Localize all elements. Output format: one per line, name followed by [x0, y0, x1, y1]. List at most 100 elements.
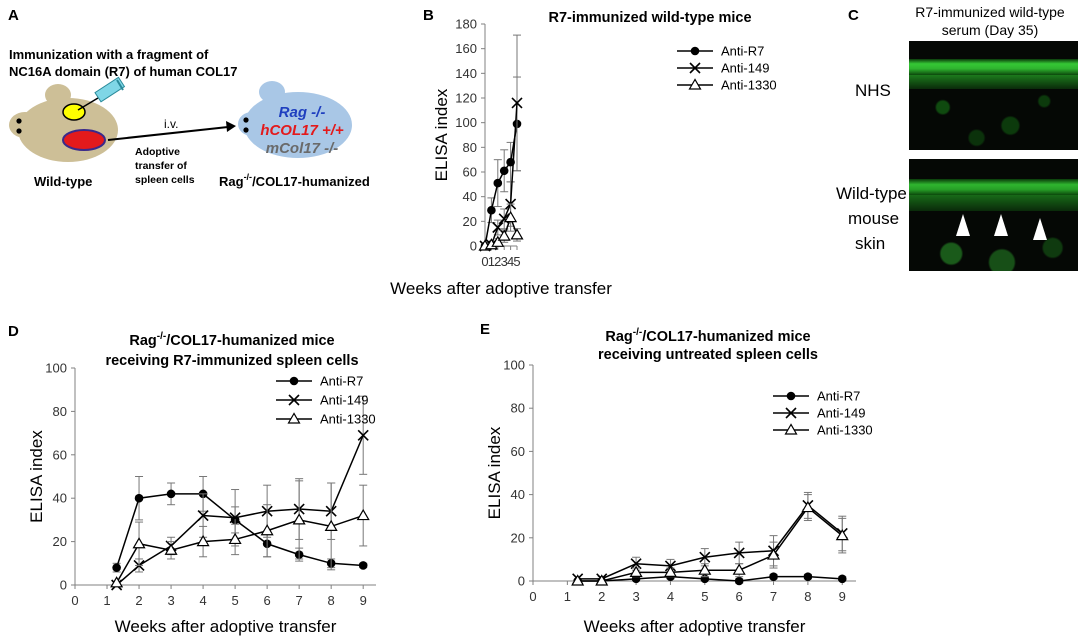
- x-tick-label: 9: [839, 589, 846, 604]
- series-line: [115, 514, 364, 584]
- panel-letter: E: [480, 321, 490, 338]
- data-point-circle: [786, 391, 796, 401]
- data-point-circle: [690, 46, 700, 56]
- data-point-circle: [358, 561, 368, 570]
- data-point-circle: [487, 205, 496, 215]
- data-point-x: [229, 512, 241, 524]
- hcol17-genotype: hCOL17 +/+: [260, 122, 344, 139]
- y-tick-label: 100: [45, 361, 67, 376]
- x-tick-label: 2: [135, 593, 142, 608]
- legend-label: Anti-149: [320, 393, 368, 408]
- x-tick-label: 3: [167, 593, 174, 608]
- data-point-x: [689, 62, 701, 74]
- x-tick-label: 5: [701, 589, 708, 604]
- data-point-triangle: [110, 576, 124, 588]
- adoptive-text-line3: spleen cells: [135, 174, 195, 186]
- y-tick-label: 20: [511, 530, 525, 545]
- title-segment: /COL17-humanized mice: [166, 333, 334, 349]
- data-point-triangle: [732, 563, 746, 575]
- data-point-triangle: [784, 423, 798, 435]
- x-axis-label: Weeks after adoptive transfer: [115, 617, 337, 636]
- iv-label: i.v.: [164, 117, 178, 131]
- x-tick-label: 4: [667, 589, 674, 604]
- panel-c-title-line2: serum (Day 35): [942, 22, 1038, 38]
- y-tick-label: 80: [511, 401, 525, 416]
- data-point-circle: [166, 489, 176, 499]
- data-point-triangle: [801, 500, 815, 513]
- data-point-triangle: [260, 524, 274, 536]
- wildtype-mouse-illustration: [9, 76, 126, 162]
- x-tick-label: 0: [71, 593, 78, 608]
- legend-item: Anti-1330: [276, 412, 376, 427]
- mcol17-genotype: mCol17 -/-: [266, 140, 339, 157]
- data-point-x-stroke: [288, 394, 300, 406]
- x-tick-label: 3: [501, 254, 508, 269]
- y-tick-label: 100: [455, 115, 477, 130]
- data-point-triangle: [491, 235, 505, 247]
- legend-label: Anti-R7: [721, 44, 764, 59]
- x-tick-label: 0: [529, 589, 536, 604]
- data-point-x: [699, 551, 711, 563]
- adoptive-text-line2: transfer of: [135, 160, 187, 172]
- data-point-triangle: [164, 543, 178, 555]
- arrowhead-marker-3: [1033, 218, 1047, 240]
- chart-title-line: receiving R7-immunized spleen cells: [105, 353, 358, 369]
- title-segment: /COL17-humanized mice: [642, 329, 810, 345]
- legend-item: Anti-1330: [677, 78, 777, 93]
- y-tick-label: 120: [455, 91, 477, 106]
- y-tick-label: 40: [463, 189, 477, 204]
- y-axis-label: ELISA index: [27, 430, 46, 523]
- data-point-x: [511, 97, 523, 109]
- data-point-circle: [803, 572, 813, 581]
- panel-letter: B: [423, 7, 434, 24]
- x-tick-label: 0: [481, 254, 488, 269]
- data-point-x-stroke: [492, 221, 504, 234]
- y-tick-label: 20: [53, 534, 67, 549]
- data-point-triangle: [324, 519, 338, 532]
- data-point-triangle: [228, 532, 242, 545]
- y-tick-label: 60: [53, 447, 67, 462]
- data-point-triangle: [595, 574, 609, 586]
- y-tick-label: 0: [470, 239, 477, 254]
- y-tick-label: 0: [60, 578, 67, 593]
- arrowhead-marker-1: [956, 214, 970, 236]
- chart-title-line: receiving untreated spleen cells: [598, 347, 818, 363]
- data-point-x-stroke: [357, 429, 369, 441]
- data-point-circle: [734, 576, 744, 586]
- x-axis-label: Weeks after adoptive transfer: [584, 617, 806, 636]
- series-anti-1330: [478, 203, 524, 251]
- x-axis-label: Weeks after adoptive transfer: [390, 279, 612, 298]
- title-segment: Rag: [129, 333, 156, 349]
- humanized-label: Rag-/-/COL17-humanized: [219, 172, 370, 189]
- data-point-x-stroke: [630, 558, 642, 570]
- legend-item: Anti-R7: [276, 374, 363, 389]
- data-point-circle: [837, 574, 847, 584]
- x-tick-label: 9: [360, 593, 367, 608]
- data-point-triangle: [698, 563, 712, 575]
- x-tick-label: 3: [632, 589, 639, 604]
- chart-d: D Rag-/-/COL17-humanized mice receiving R7…: [8, 323, 376, 636]
- y-tick-label: 40: [53, 491, 67, 506]
- series-anti-149: [479, 34, 523, 252]
- y-tick-label: 0: [518, 574, 525, 589]
- legend-item: Anti-R7: [773, 389, 860, 404]
- data-point-x: [197, 509, 209, 522]
- y-axis-label: ELISA index: [485, 426, 504, 519]
- legend-item: Anti-R7: [677, 44, 764, 59]
- chart-title-line: Rag-/-/COL17-humanized mice: [605, 327, 810, 345]
- adoptive-text-line1: Adoptive: [135, 146, 180, 158]
- x-tick-label: 1: [488, 254, 495, 269]
- title-segment: Rag: [605, 329, 632, 345]
- immunization-text-line2: NC16A domain (R7) of human COL17: [9, 64, 237, 79]
- data-point-circle: [134, 493, 144, 503]
- x-tick-label: 2: [598, 589, 605, 604]
- panel-a: A Immunization with a fragment of NC16A …: [8, 7, 370, 189]
- x-tick-label: 7: [770, 589, 777, 604]
- panel-a-letter: A: [8, 7, 19, 24]
- panel-c: C R7-immunized wild-type serum (Day 35) …: [836, 4, 1065, 253]
- x-tick-label: 5: [231, 593, 238, 608]
- series-anti-1330: [110, 480, 370, 588]
- series-line: [577, 506, 843, 582]
- wildtype-skin-label-line1: Wild-type: [836, 184, 907, 203]
